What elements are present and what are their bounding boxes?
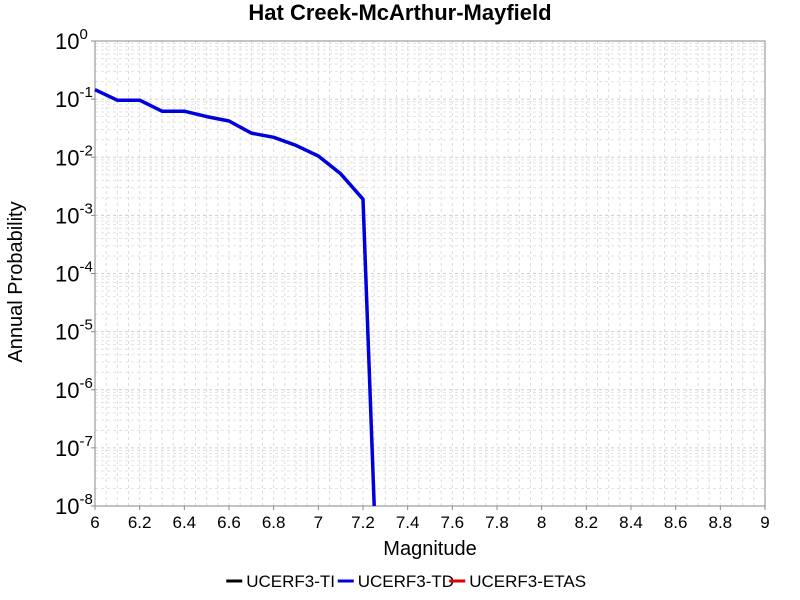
y-tick-label: 100	[55, 26, 88, 54]
y-axis-label: Annual Probability	[5, 201, 27, 362]
x-tick-label: 6.6	[217, 513, 241, 532]
series-lines	[94, 88, 376, 507]
x-tick-label: 7.2	[351, 513, 375, 532]
plot-frame	[94, 40, 766, 507]
y-tick-label: 10-6	[55, 375, 93, 403]
x-tick-label: 6.2	[128, 513, 152, 532]
x-tick-label: 6.4	[173, 513, 197, 532]
x-tick-label: 6.8	[262, 513, 286, 532]
x-axis-label: Magnitude	[383, 538, 476, 560]
x-tick-label: 6	[90, 513, 99, 532]
y-tick-label: 10-2	[55, 142, 93, 170]
x-tick-label: 9	[760, 513, 769, 532]
x-tick-label: 8.4	[619, 513, 643, 532]
legend-label: UCERF3-ETAS	[469, 572, 586, 591]
y-tick-label: 10-7	[55, 433, 93, 461]
y-tick-label: 10-5	[55, 317, 93, 345]
x-tick-label: 7.8	[485, 513, 509, 532]
y-tick-label: 10-8	[55, 491, 93, 519]
x-tick-label: 8.2	[575, 513, 599, 532]
legend: UCERF3-TI UCERF3-TD UCERF3-ETAS	[226, 572, 586, 591]
y-axis-ticks: 100 10-1 10-2 10-3 10-4 10-5 10-6 10-7 10-8	[55, 26, 95, 519]
chart-title: Hat Creek-McArthur-Mayfield	[248, 0, 551, 25]
x-tick-label: 7.6	[441, 513, 465, 532]
x-tick-label: 8	[537, 513, 546, 532]
series-line	[94, 88, 376, 507]
y-tick-label: 10-4	[55, 259, 93, 287]
x-tick-label: 8.6	[664, 513, 688, 532]
x-tick-label: 7	[314, 513, 323, 532]
y-tick-label: 10-1	[55, 84, 93, 112]
grid	[94, 41, 766, 507]
x-axis-ticks: 6 6.2 6.4 6.6 6.8 7 7.2 7.4 7.6 7.8 8 8.2 8.4 8.6 8.8 9	[90, 506, 770, 532]
y-tick-label: 10-3	[55, 200, 93, 228]
x-tick-label: 8.8	[709, 513, 733, 532]
legend-label: UCERF3-TI	[246, 572, 335, 591]
x-tick-label: 7.4	[396, 513, 420, 532]
legend-label: UCERF3-TD	[358, 572, 454, 591]
